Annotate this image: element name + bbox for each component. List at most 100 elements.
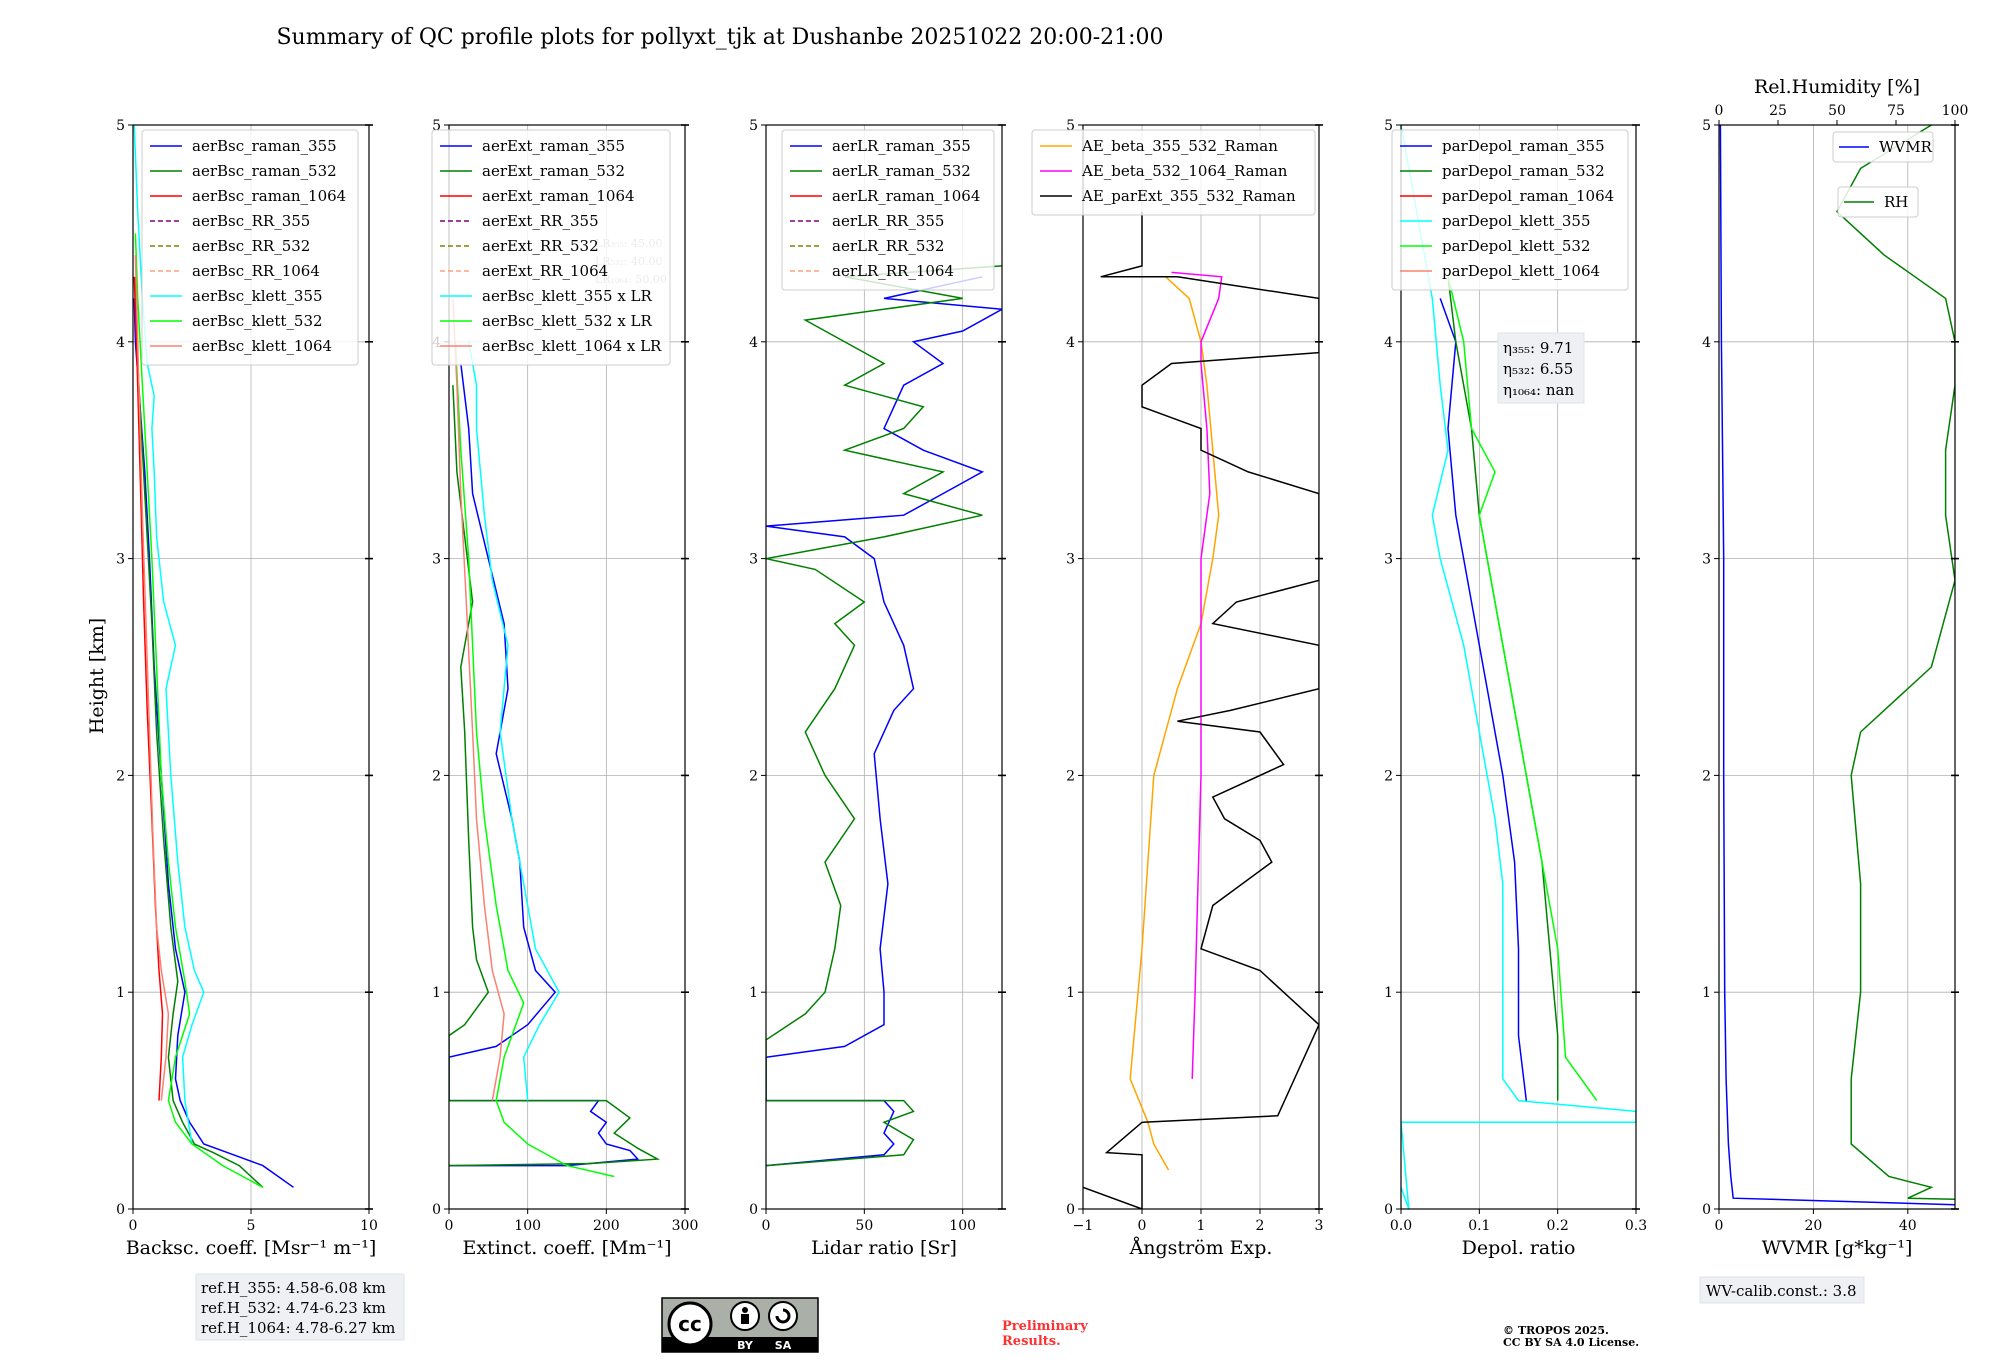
legend-label: aerExt_RR_1064 <box>482 262 608 280</box>
series-line-aerLR_raman_532 <box>766 265 1002 1167</box>
ref-height-532: ref.H_532: 4.74-6.23 km <box>201 1299 386 1317</box>
eta-value: η₁₀₆₄: nan <box>1503 381 1574 399</box>
legend-label: parDepol_klett_532 <box>1442 237 1591 255</box>
x-tick-label: 0.1 <box>1468 1218 1490 1234</box>
x-tick-label: 1 <box>1197 1218 1206 1234</box>
legend-bsc: aerBsc_raman_355 aerBsc_raman_532 aerBsc_r… <box>141 129 359 366</box>
y-tick-label: 3 <box>1384 552 1393 568</box>
y-tick-label: 5 <box>1066 118 1075 134</box>
series-line-aerBsc_klett_1064 <box>134 255 170 1101</box>
x-tick-label: 20 <box>1804 1218 1822 1234</box>
legend-label: parDepol_klett_1064 <box>1442 262 1600 280</box>
y-tick-label: 1 <box>1066 985 1075 1001</box>
x-tick-label: 0 <box>762 1218 771 1234</box>
legend-label: AE_beta_355_532_Raman <box>1081 137 1278 155</box>
x-tick-label: 10 <box>360 1218 378 1234</box>
legend-depol: parDepol_raman_355 parDepol_raman_532 parD… <box>1391 129 1629 291</box>
series-line-aerBsc_raman_532 <box>134 276 264 1188</box>
series-line-AE_parExt_355_532_Raman <box>1083 211 1319 1209</box>
legend-label: aerBsc_RR_532 <box>192 237 310 255</box>
x-tick-label: 40 <box>1899 1218 1917 1234</box>
legend-label: aerExt_raman_532 <box>482 162 625 180</box>
legend-label: aerBsc_raman_1064 <box>192 187 346 205</box>
cc-by-label: BY <box>737 1339 754 1352</box>
legend-lr: aerLR_raman_355 aerLR_raman_532 aerLR_rama… <box>781 129 995 291</box>
legend-ext: aerExt_raman_355 aerExt_raman_532 aerExt_r… <box>431 129 671 366</box>
y-tick-label: 2 <box>116 768 125 784</box>
legend-box <box>1391 129 1629 291</box>
ref-height-355: ref.H_355: 4.58-6.08 km <box>201 1279 386 1297</box>
legend-box <box>141 129 359 366</box>
preliminary-note-line1: Preliminary <box>1002 1319 1088 1334</box>
legend-label: aerBsc_klett_355 <box>192 287 323 305</box>
x-tick-label: 200 <box>593 1218 620 1234</box>
y-tick-label: 1 <box>749 985 758 1001</box>
x2-tick-label: 0 <box>1715 103 1724 119</box>
y-tick-label: 5 <box>749 118 758 134</box>
legend-label: parDepol_raman_1064 <box>1442 187 1614 205</box>
copyright-line1: © TROPOS 2025. <box>1503 1324 1609 1337</box>
legend-label: aerBsc_RR_1064 <box>192 262 320 280</box>
legend-ae: AE_beta_355_532_Raman AE_beta_532_1064_Ra… <box>1031 129 1316 216</box>
legend-box <box>781 129 995 291</box>
y-tick-label: 0 <box>1066 1202 1075 1218</box>
y-tick-label: 2 <box>749 768 758 784</box>
cc-sa-label: SA <box>775 1339 792 1352</box>
x-axis-label: Lidar ratio [Sr] <box>811 1237 957 1259</box>
x-tick-label: 0 <box>129 1218 138 1234</box>
x-axis-label: Extinct. coeff. [Mm⁻¹] <box>462 1237 671 1259</box>
series-line-AE_beta_532_1064_Raman <box>1171 271 1223 1079</box>
y-tick-label: 1 <box>1702 985 1711 1001</box>
legend-label: aerLR_raman_532 <box>832 162 971 180</box>
y-tick-label: 0 <box>1702 1202 1711 1218</box>
legend-label: aerExt_raman_1064 <box>482 187 635 205</box>
legend-label: aerLR_RR_1064 <box>832 262 954 280</box>
legend-label: aerExt_RR_355 <box>482 212 599 230</box>
series-line-WVMR <box>1719 125 1955 1206</box>
legend-box <box>1837 186 1919 218</box>
y-tick-label: 4 <box>1702 335 1711 351</box>
y-tick-label: 2 <box>1066 768 1075 784</box>
ref-heights-box: ref.H_355: 4.58-6.08 km ref.H_532: 4.74-… <box>195 1273 405 1341</box>
y-tick-label: 5 <box>1384 118 1393 134</box>
legend-label: aerLR_RR_355 <box>832 212 944 230</box>
series-line-aerBsc_klett_355 x LR <box>467 341 560 1101</box>
legend-label: aerBsc_RR_355 <box>192 212 310 230</box>
legend-label: AE_beta_532_1064_Raman <box>1081 162 1288 180</box>
y-tick-label: 1 <box>116 985 125 1001</box>
y-tick-label: 2 <box>1702 768 1711 784</box>
cc-logo-text: cc <box>678 1312 702 1336</box>
x2-tick-label: 100 <box>1942 103 1969 119</box>
x-tick-label: 300 <box>672 1218 699 1234</box>
legend-label: AE_parExt_355_532_Raman <box>1081 187 1296 205</box>
x-tick-label: 100 <box>514 1218 541 1234</box>
axes-frame <box>448 124 686 1210</box>
series-line-AE_beta_355_532_Raman <box>1129 276 1220 1171</box>
series-line-parDepol_raman_355 <box>1439 298 1528 1101</box>
legend-label: aerLR_raman_1064 <box>832 187 980 205</box>
x-tick-label: 100 <box>949 1218 976 1234</box>
series-line-aerBsc_klett_1064 x LR <box>452 298 505 1101</box>
y-tick-label: 5 <box>1702 118 1711 134</box>
y-tick-label: 3 <box>432 552 441 568</box>
legend-label: aerBsc_klett_532 x LR <box>482 312 653 330</box>
legend-label: aerLR_raman_355 <box>832 137 971 155</box>
y-tick-label: 4 <box>116 335 125 351</box>
legend-label: aerBsc_klett_1064 <box>192 337 332 355</box>
legend-label: RH <box>1884 193 1908 211</box>
panel-wv: 0 20 40 0 1 2 3 4 5 WVMR [g*kg⁻¹] 0 25 50 75 100 Rel.Hu… <box>1702 76 1969 1259</box>
series-line-parDepol_klett_355 <box>1401 125 1636 1209</box>
series-line-parDepol_klett_532 <box>1447 276 1598 1102</box>
panel-lr: 0 50 100 0 1 2 3 4 5 Lidar ratio [Sr] aerLR_raman_… <box>749 118 1006 1259</box>
series-line-aerBsc_klett_532 <box>134 233 264 1188</box>
legend-label: aerBsc_raman_355 <box>192 137 337 155</box>
x-tick-label: 0.2 <box>1547 1218 1569 1234</box>
legend-label: aerBsc_klett_1064 x LR <box>482 337 662 355</box>
copyright-line2: CC BY SA 4.0 License. <box>1503 1336 1639 1349</box>
y-tick-label: 3 <box>1702 552 1711 568</box>
y-tick-label: 3 <box>1066 552 1075 568</box>
x-tick-label: 50 <box>855 1218 873 1234</box>
y-tick-label: 3 <box>116 552 125 568</box>
eta-value: η₅₃₂: 6.55 <box>1503 360 1573 378</box>
